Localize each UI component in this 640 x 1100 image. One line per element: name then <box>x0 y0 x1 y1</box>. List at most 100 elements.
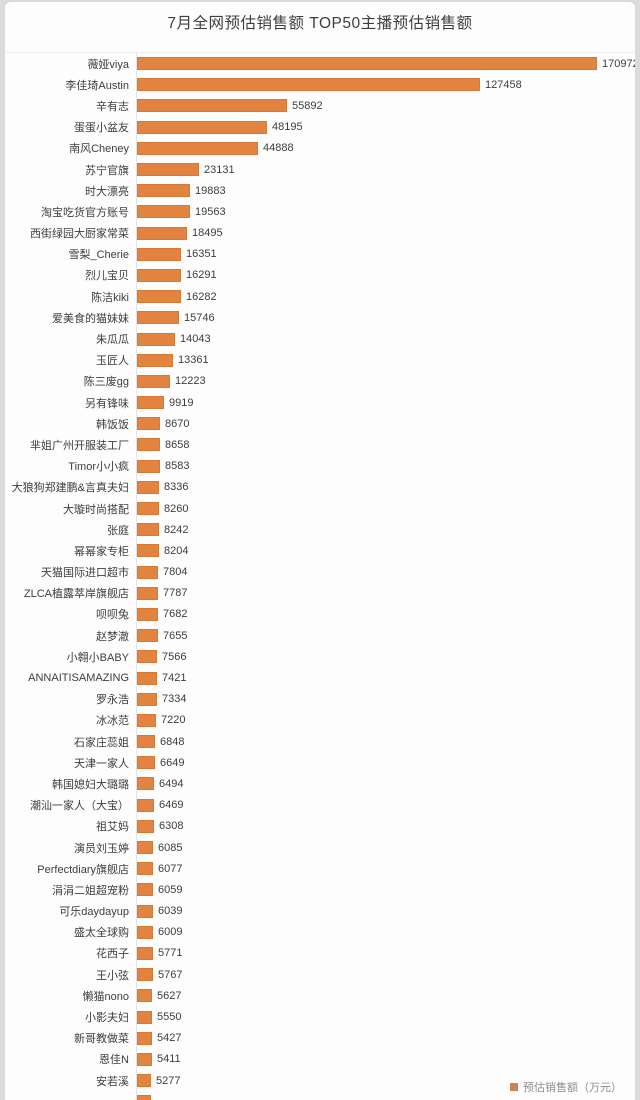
bar-track: 7334 <box>136 688 635 710</box>
bar-value: 8204 <box>164 544 189 557</box>
bar-track: 23131 <box>136 158 635 181</box>
chart-row-clipped <box>5 1091 635 1100</box>
bar-label: 爱美食的猫妹妹 <box>52 312 129 325</box>
bar-label: 可乐daydayup <box>59 906 129 919</box>
bar-track: 12223 <box>136 370 635 392</box>
bar-track: 5411 <box>136 1048 635 1070</box>
bar-value: 8336 <box>164 481 189 494</box>
chart-row: 薇娅viya 170972 <box>5 53 635 75</box>
chart-row: 小翱小BABY 7566 <box>5 646 635 668</box>
bar <box>137 163 199 177</box>
chart-title: 7月全网预估销售额 TOP50主播预估销售额 <box>167 15 473 32</box>
chart-row: ZLCA植露萃岸旗舰店 7787 <box>5 582 635 604</box>
bar <box>137 544 159 558</box>
bar-value: 8583 <box>165 460 190 473</box>
bar <box>137 841 153 855</box>
bar <box>137 141 258 155</box>
chart-row: 冰冰范 7220 <box>5 709 635 731</box>
bar-value: 6039 <box>158 905 183 918</box>
bar-value: 16351 <box>186 248 217 261</box>
bar-track: 6494 <box>136 773 635 795</box>
chart-canvas: 7月全网预估销售额 TOP50主播预估销售额 薇娅viya 170972 李佳琦… <box>5 2 635 1100</box>
bar-value: 12223 <box>175 375 206 388</box>
bar-track: 16291 <box>136 264 635 287</box>
bar-value: 7804 <box>163 566 188 579</box>
bar-value: 55892 <box>292 99 323 112</box>
bar <box>137 396 164 410</box>
chart-row: 朱瓜瓜 14043 <box>5 328 635 350</box>
chart-row: 另有锋味 9919 <box>5 392 635 414</box>
bar-label: 王小弦 <box>96 969 129 982</box>
bar <box>137 586 158 600</box>
bar-track: 6469 <box>136 794 635 816</box>
bar <box>137 989 152 1003</box>
chart-row: ANNAITISAMAZING 7421 <box>5 667 635 689</box>
bar-label: 小翱小BABY <box>66 651 129 664</box>
bar-track: 7421 <box>136 667 635 689</box>
chart-row: 小影夫妇 5550 <box>5 1006 635 1028</box>
bar-track: 19883 <box>136 180 635 202</box>
bar-label: 花西子 <box>96 948 129 961</box>
bar-label: 涓涓二姐超宠粉 <box>52 884 129 897</box>
bar <box>137 629 158 643</box>
bar <box>137 798 154 812</box>
bar-track: 48195 <box>136 116 635 138</box>
bar-label: 辛有志 <box>96 100 129 113</box>
bar-value: 7682 <box>163 608 188 621</box>
bar <box>137 735 155 749</box>
bar <box>137 671 157 685</box>
bar-track: 7566 <box>136 646 635 668</box>
bar-track: 6039 <box>136 900 635 922</box>
bar-label: 雪梨_Cherie <box>68 249 129 262</box>
bar-label: 张庭 <box>107 524 129 537</box>
chart-row: 懒猫nono 5627 <box>5 985 635 1007</box>
bar-value: 5550 <box>157 1011 182 1024</box>
bar-value: 8670 <box>165 417 190 430</box>
bar-rows-container: 薇娅viya 170972 李佳琦Austin 127458 辛有志 55892… <box>5 52 635 1100</box>
bar <box>137 523 159 537</box>
bar-track: 6649 <box>136 752 635 774</box>
bar <box>137 565 158 579</box>
bar-value: 6848 <box>160 735 185 748</box>
chart-row: 恩佳N 5411 <box>5 1048 635 1070</box>
bar-value: 7220 <box>161 714 186 727</box>
bar <box>137 57 597 71</box>
bar-value: 7787 <box>163 587 188 600</box>
chart-row: 盛太全球购 6009 <box>5 921 635 943</box>
bar-value: 13361 <box>178 354 209 367</box>
chart-row: 韩国媳妇大璐璐 6494 <box>5 773 635 795</box>
bar-label: 蛋蛋小盆友 <box>74 122 129 135</box>
bar-track: 19563 <box>136 201 635 223</box>
clipped-bar <box>137 1095 151 1100</box>
bar-label: 罗永浩 <box>96 694 129 707</box>
bar-label: 天津一家人 <box>74 757 129 770</box>
bar <box>137 226 187 240</box>
bar-value: 5767 <box>158 968 183 981</box>
bar-value: 5771 <box>158 947 183 960</box>
bar-value: 6649 <box>160 756 185 769</box>
bar-value: 170972 <box>602 57 635 70</box>
bar-value: 7421 <box>162 672 187 685</box>
bar-value: 6308 <box>159 820 184 833</box>
chart-row: 天猫国际进口超市 7804 <box>5 561 635 583</box>
chart-row: 张庭 8242 <box>5 519 635 541</box>
chart-row: 新哥教做菜 5427 <box>5 1027 635 1049</box>
bar-value: 5277 <box>156 1074 181 1087</box>
bar-label: 西街绿园大厨家常菜 <box>30 228 129 241</box>
bar-label: 小影夫妇 <box>85 1012 129 1025</box>
bar-track: 170972 <box>136 53 635 75</box>
bar-label: ZLCA植露萃岸旗舰店 <box>23 588 129 601</box>
bar-value: 8260 <box>164 502 189 515</box>
bar-track: 6077 <box>136 858 635 880</box>
bar <box>137 1074 151 1088</box>
chart-row: 陈三废gg 12223 <box>5 370 635 392</box>
bar <box>137 332 175 346</box>
bar <box>137 756 155 770</box>
bar-label: ANNAITISAMAZING <box>28 672 129 685</box>
bar <box>137 184 190 198</box>
chart-row: 李佳琦Austin 127458 <box>5 74 635 96</box>
bar-label: Timor小小疯 <box>68 461 129 474</box>
bar-label: 烈儿宝贝 <box>85 270 129 283</box>
bar <box>137 1052 152 1066</box>
